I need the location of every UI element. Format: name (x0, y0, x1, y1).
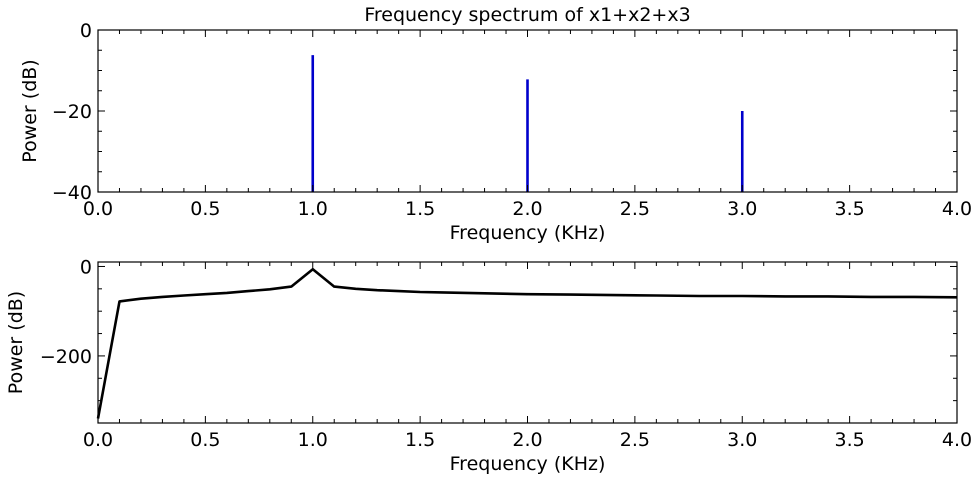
x-tick-label: 2.5 (620, 429, 650, 451)
x-tick-label: 2.0 (512, 429, 542, 451)
y-tick-label: 0 (80, 20, 92, 42)
y-axis-label: Power (dB) (5, 291, 27, 394)
x-tick-label: 0.0 (83, 429, 113, 451)
spectrum-panel-bottom: 0.0 0.5 1.0 1.5 2.0 2.5 3.0 3.5 4.0 0 −200 Frequenc… (5, 256, 972, 475)
spectrum-line (96, 267, 958, 419)
x-tick-label: 1.0 (298, 429, 328, 451)
y-tick-label: −200 (40, 346, 92, 368)
chart-title: Frequency spectrum of x1+x2+x3 (364, 4, 690, 26)
y-axis-label: Power (dB) (19, 59, 41, 162)
y-tick-label: 0 (80, 256, 92, 278)
spectrum-panel-top: 0.0 0.5 1.0 1.5 2.0 2.5 3.0 3.5 4.0 0 −20 −40 Freque… (19, 4, 972, 244)
y-tick-label: −40 (52, 182, 92, 204)
x-tick-label: 3.5 (835, 198, 865, 220)
x-tick-label: 3.5 (835, 429, 865, 451)
x-axis-label: Frequency (KHz) (450, 222, 606, 244)
x-tick-label: 3.0 (727, 198, 757, 220)
x-tick-label: 4.0 (942, 429, 972, 451)
y-tick-label: −20 (52, 101, 92, 123)
x-tick-label: 0.5 (190, 198, 220, 220)
x-tick-label: 3.0 (727, 429, 757, 451)
x-tick-label: 0.5 (190, 429, 220, 451)
x-tick-label: 4.0 (942, 198, 972, 220)
x-tick-label: 1.5 (405, 198, 435, 220)
x-axis-label: Frequency (KHz) (450, 453, 606, 475)
x-tick-label: 0.0 (83, 198, 113, 220)
plot-frame (97, 261, 958, 424)
x-tick-label: 2.5 (620, 198, 650, 220)
x-tick-label: 2.0 (512, 198, 542, 220)
x-tick-label: 1.0 (298, 198, 328, 220)
x-tick-label: 1.5 (405, 429, 435, 451)
